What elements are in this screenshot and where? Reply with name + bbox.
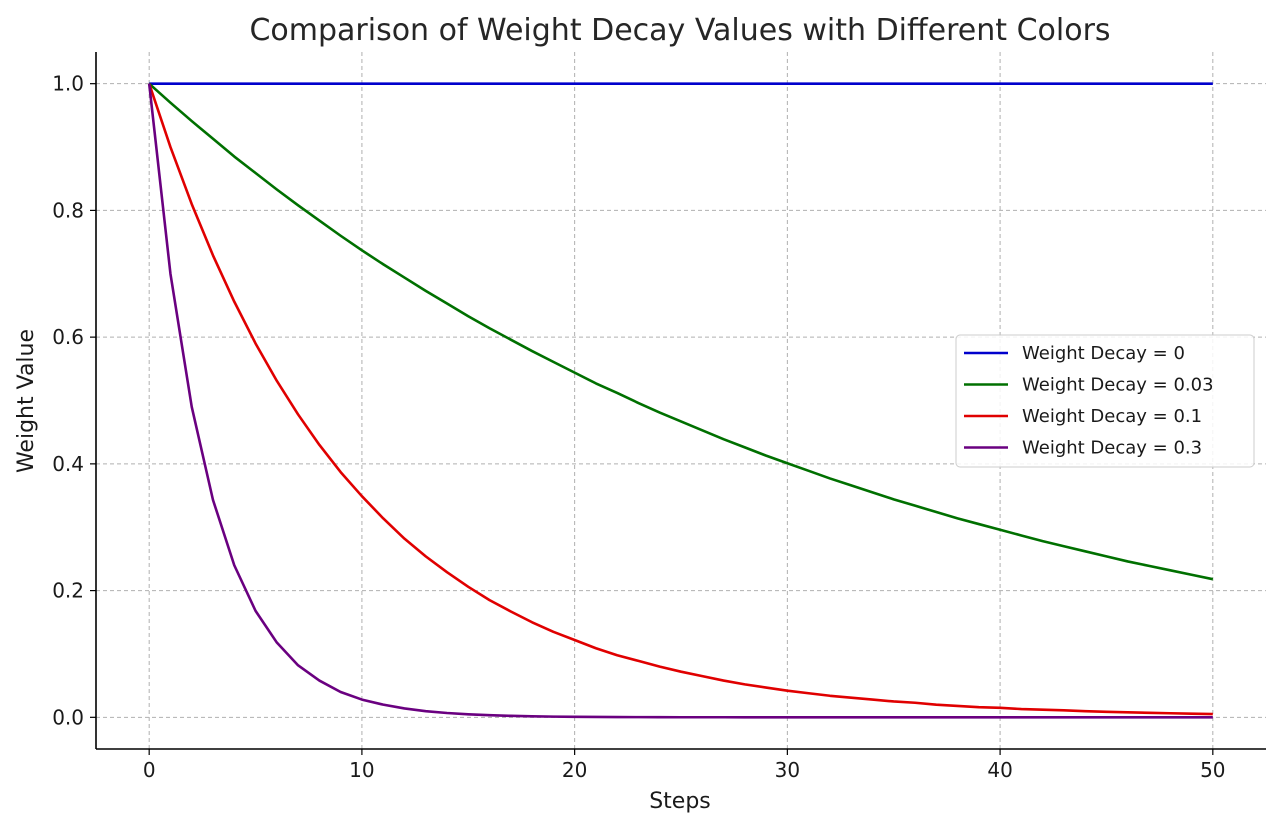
legend-label-0: Weight Decay = 0 xyxy=(1022,343,1185,364)
legend-label-2: Weight Decay = 0.1 xyxy=(1022,406,1202,427)
y-tick-label: 0.8 xyxy=(52,198,84,222)
series-line-3 xyxy=(147,83,1213,719)
legend-label-1: Weight Decay = 0.03 xyxy=(1022,375,1214,396)
x-tick-label: 0 xyxy=(143,758,156,782)
x-tick-label: 50 xyxy=(1200,758,1225,782)
x-tick-label: 10 xyxy=(349,758,374,782)
y-tick-label: 1.0 xyxy=(52,72,84,96)
y-tick-label: 0.4 xyxy=(52,452,84,476)
y-axis-label: Weight Value xyxy=(14,329,39,473)
legend-label-3: Weight Decay = 0.3 xyxy=(1022,438,1202,459)
series-line-2 xyxy=(147,83,1213,716)
legend-box xyxy=(955,334,1255,468)
x-tick-label: 20 xyxy=(562,758,587,782)
x-axis-label: Steps xyxy=(649,789,711,814)
tick-labels: 0 10 20 30 40 50 0.0 0.2 0.4 0.6 0.8 1.0 xyxy=(52,72,1225,782)
y-tick-label: 0.6 xyxy=(52,325,84,349)
axes xyxy=(90,52,1266,755)
x-tick-label: 30 xyxy=(775,758,800,782)
legend: Weight Decay = 0 Weight Decay = 0.03 Weigh… xyxy=(955,334,1255,468)
y-tick-label: 0.2 xyxy=(52,579,84,603)
x-tick-label: 40 xyxy=(987,758,1012,782)
series-line-1 xyxy=(148,82,1214,581)
chart-title: Comparison of Weight Decay Values with D… xyxy=(249,13,1110,48)
y-tick-label: 0.0 xyxy=(52,705,84,729)
series-lines xyxy=(147,82,1214,719)
